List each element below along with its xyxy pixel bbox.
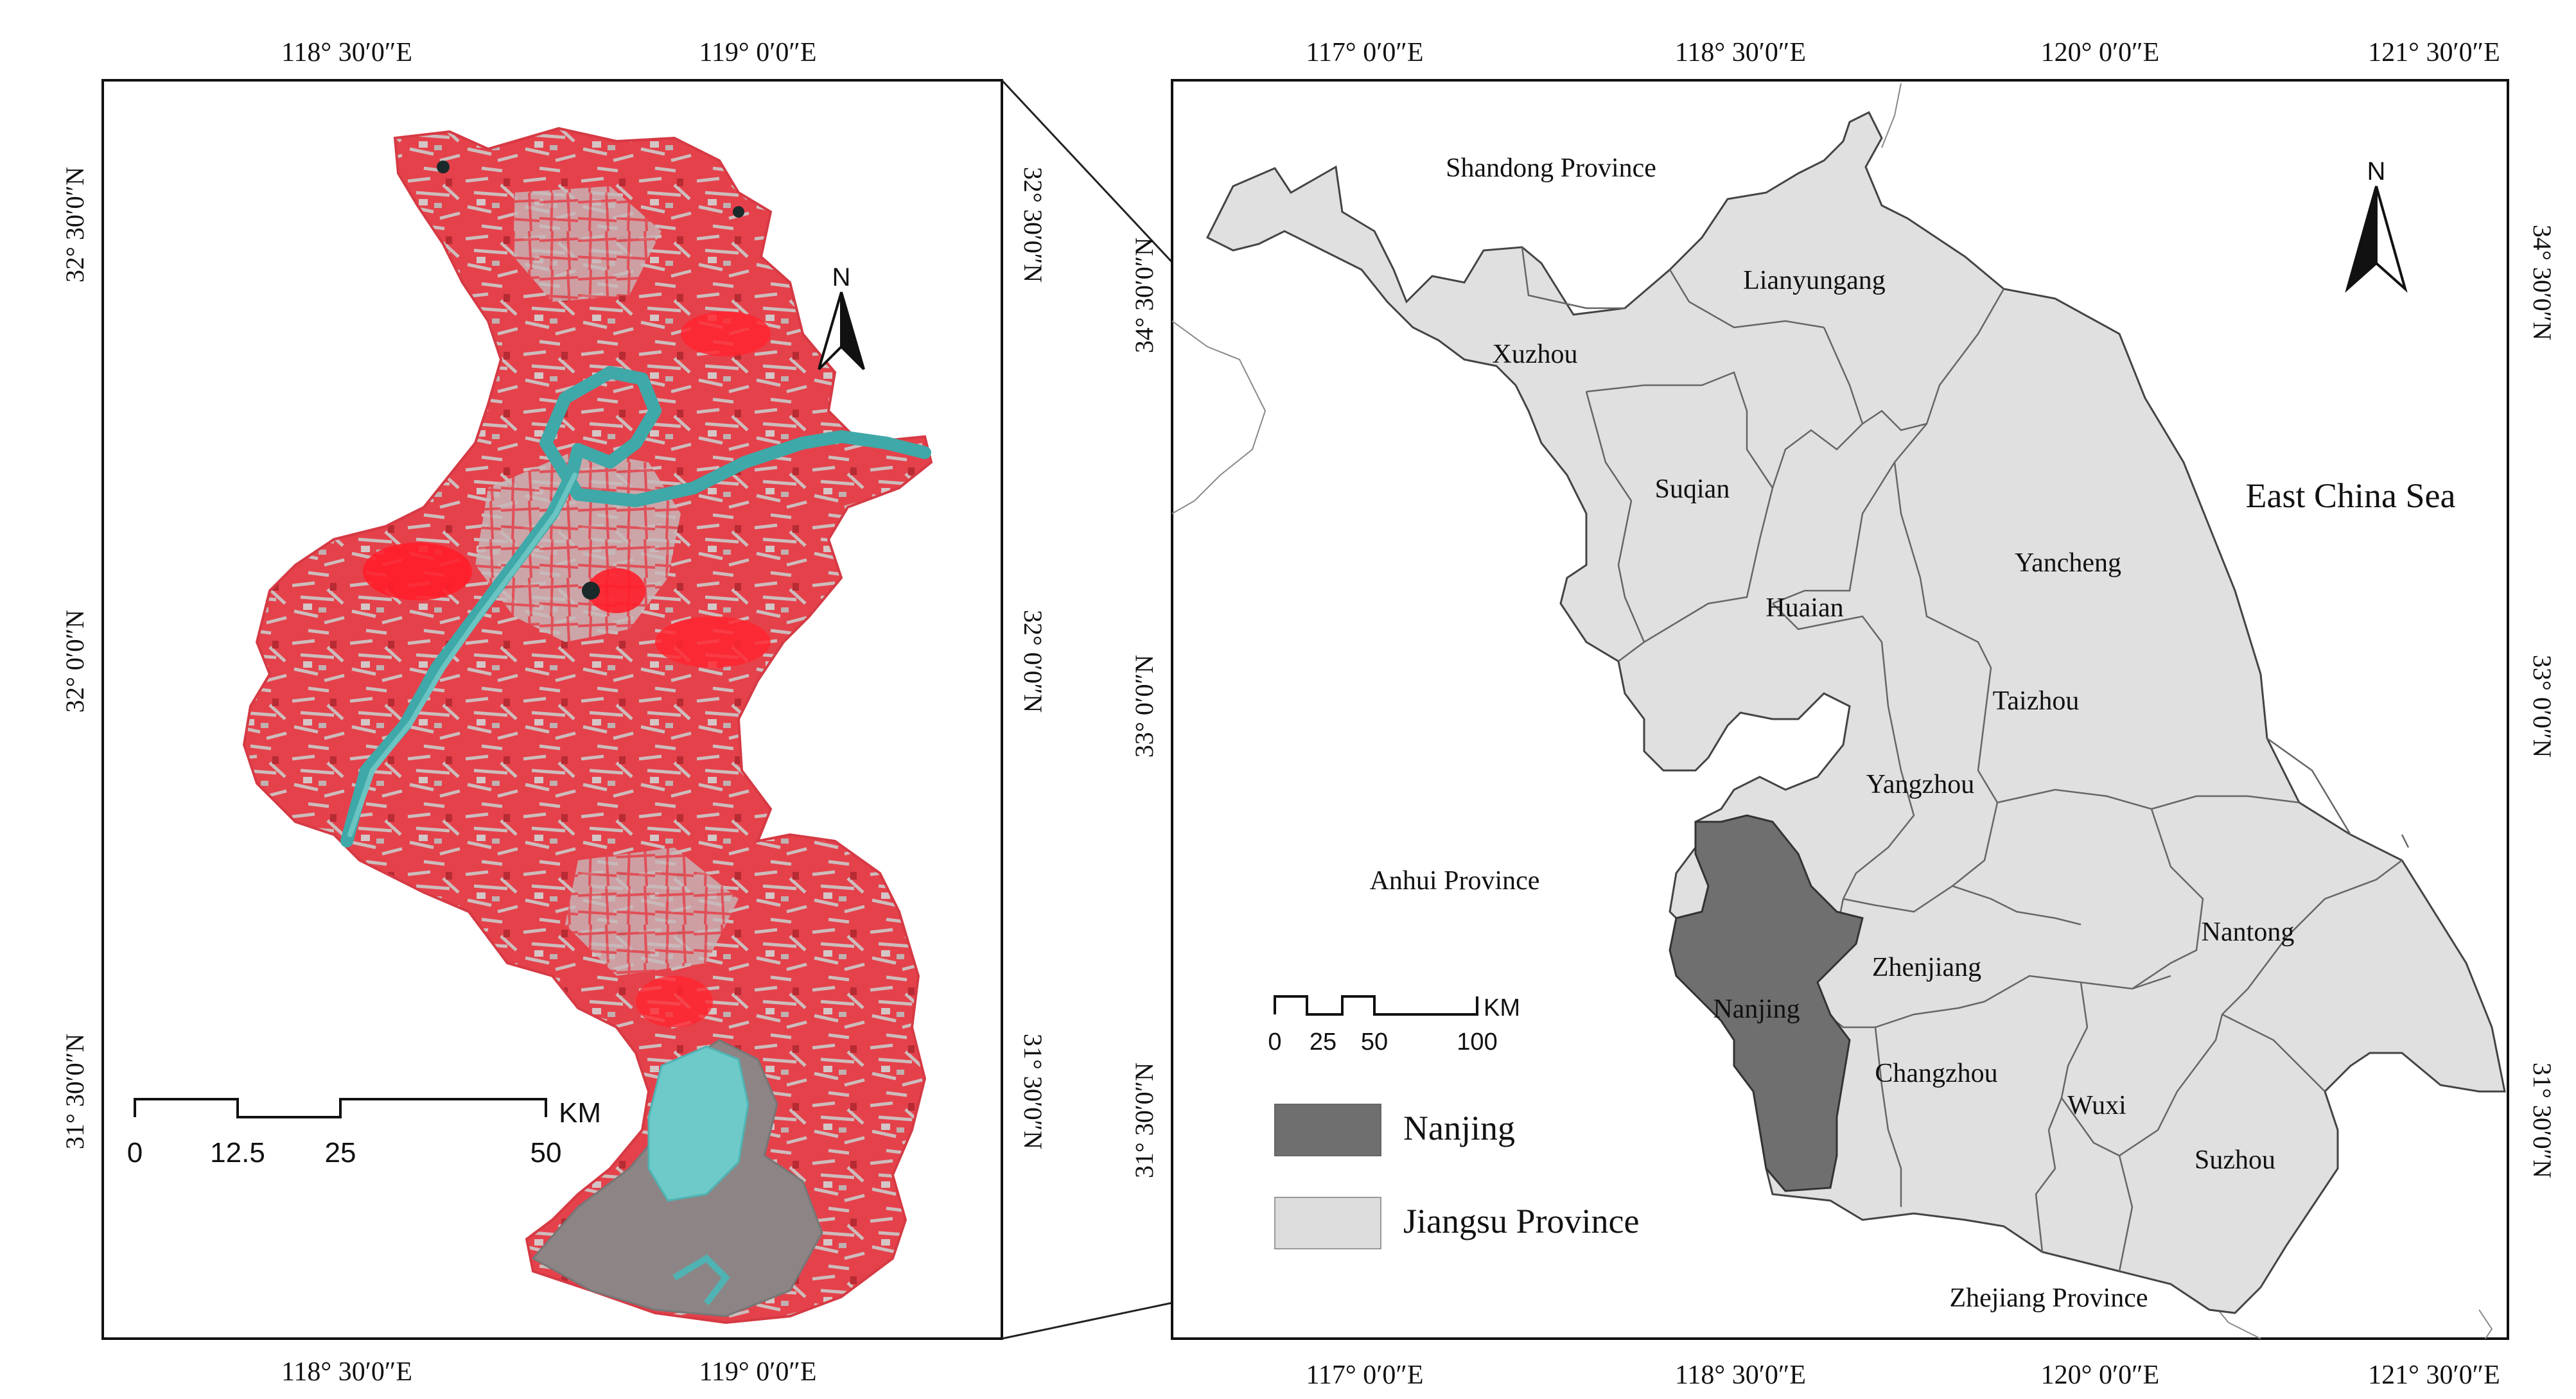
right-scale-tick: 25: [1310, 1029, 1336, 1056]
right-scale-bar: [1274, 995, 1478, 1016]
city-label-wuxi: Wuxi: [2067, 1091, 2126, 1120]
city-label-yancheng: Yancheng: [2015, 548, 2121, 578]
nanjing-region: [1669, 814, 1864, 1192]
region-label-shandong: Shandong Province: [1446, 153, 1656, 183]
neighbor-boundary: [1171, 320, 1266, 514]
neighbor-boundary: [2478, 1309, 2493, 1339]
right-scale-tick: 100: [1457, 1029, 1497, 1056]
left-scale-bar: [134, 1098, 547, 1118]
urban-area-north: [514, 186, 662, 302]
left-lat-label: 32° 30′0″N: [60, 167, 89, 282]
right-lat-label: 31° 30′0″N: [1019, 1034, 1047, 1149]
city-label-yangzhou: Yangzhou: [1866, 770, 1974, 799]
city-label-huaian: Huaian: [1766, 593, 1843, 623]
right-scale-tick: 0: [1268, 1029, 1281, 1056]
lake-channel: [672, 1254, 730, 1305]
city-label-suqian: Suqian: [1655, 474, 1730, 504]
city-label-taizhou: Taizhou: [1993, 686, 2080, 716]
forest-patch: [655, 616, 771, 668]
right-top-lon-label: 117° 0′0″E: [1306, 38, 1423, 67]
left-bottom-lon-label: 118° 30′0″E: [281, 1357, 412, 1387]
neighbor-boundary: [1881, 83, 1902, 148]
right-bottom-lon-label: 120° 0′0″E: [2041, 1360, 2160, 1390]
left-north-arrow: N: [818, 263, 865, 370]
right-scale-tick: 50: [1361, 1029, 1388, 1056]
left-map-panel: 118° 30′0″E 119° 0′0″E 118° 30′0″E 119° …: [60, 38, 1047, 1387]
left-scale-unit: KM: [559, 1097, 601, 1129]
right-lat-label: 32° 0′0″N: [1019, 610, 1047, 713]
city-label-xuzhou: Xuzhou: [1493, 340, 1578, 369]
right-right-lat-label: 33° 0′0″N: [2528, 655, 2557, 758]
jiangsu-province-shape: [1205, 110, 2506, 1314]
water-spot: [437, 161, 450, 173]
legend-label-jiangsu: Jiangsu Province: [1403, 1202, 1639, 1240]
shijiu-lake: [647, 1045, 749, 1202]
city-label-zhenjiang: Zhenjiang: [1872, 953, 1981, 982]
water-spot: [733, 206, 744, 218]
map-legend: Nanjing Jiangsu Province: [1274, 1104, 1639, 1249]
yangtze-river: [340, 366, 931, 847]
north-label: N: [2367, 157, 2386, 186]
left-scale-tick: 12.5: [210, 1137, 265, 1169]
left-lat-label: 31° 30′0″N: [60, 1034, 89, 1149]
left-scale-tick: 0: [127, 1137, 143, 1169]
right-top-lon-label: 120° 0′0″E: [2041, 38, 2160, 67]
legend-swatch-jiangsu: [1274, 1197, 1381, 1249]
scale-bar-line: [1274, 995, 1478, 1016]
left-bottom-lon-label: 119° 0′0″E: [699, 1357, 816, 1387]
north-arrow-icon-dark: [840, 291, 865, 370]
right-right-lat-label: 34° 30′0″N: [2528, 225, 2557, 340]
right-top-lon-label: 118° 30′0″E: [1675, 38, 1806, 67]
left-top-lon-label: 118° 30′0″E: [281, 38, 412, 67]
north-arrow-icon-light: [2375, 186, 2408, 293]
water-spot: [582, 582, 600, 600]
right-scale-unit: KM: [1484, 995, 1520, 1021]
yangtze-river-inner: [347, 473, 577, 837]
right-right-lat-label: 31° 30′0″N: [2528, 1063, 2557, 1178]
region-label-anhui: Anhui Province: [1370, 866, 1540, 896]
left-lat-label: 32° 0′0″N: [60, 610, 89, 713]
city-label-suzhou: Suzhou: [2195, 1145, 2275, 1175]
north-label: N: [832, 263, 851, 291]
scale-bar-line: [134, 1098, 547, 1118]
forest-patch: [588, 568, 645, 613]
city-label-changzhou: Changzhou: [1875, 1059, 1997, 1088]
legend-label-nanjing: Nanjing: [1403, 1109, 1515, 1147]
forest-patch: [681, 311, 771, 356]
right-left-lat-label: 31° 30′0″N: [1130, 1063, 1159, 1178]
right-lat-label: 32° 30′0″N: [1019, 167, 1047, 282]
right-north-arrow: N: [2345, 157, 2408, 293]
left-top-lon-label: 119° 0′0″E: [699, 38, 816, 67]
left-scale-tick: 50: [530, 1137, 562, 1169]
region-label-zhejiang: Zhejiang Province: [1949, 1283, 2148, 1313]
forest-patch: [636, 976, 713, 1027]
city-label-lianyungang: Lianyungang: [1743, 266, 1886, 295]
left-scale-tick: 25: [325, 1137, 356, 1169]
legend-swatch-nanjing: [1274, 1104, 1381, 1156]
region-label-east-china-sea: East China Sea: [2246, 476, 2456, 515]
right-left-lat-label: 34° 30′0″N: [1130, 238, 1159, 353]
right-map-panel: 117° 0′0″E 118° 30′0″E 120° 0′0″E 121° 3…: [1130, 38, 2557, 1390]
right-bottom-lon-label: 117° 0′0″E: [1306, 1360, 1423, 1390]
right-left-lat-label: 33° 0′0″N: [1130, 655, 1159, 758]
city-label-nantong: Nantong: [2202, 917, 2295, 947]
right-top-lon-label: 121° 30′0″E: [2368, 38, 2500, 67]
right-bottom-lon-label: 121° 30′0″E: [2368, 1360, 2500, 1390]
city-label-nanjing: Nanjing: [1713, 995, 1800, 1024]
forest-patch: [363, 543, 472, 600]
nanjing-satellite-image: [242, 126, 933, 1325]
right-bottom-lon-label: 118° 30′0″E: [1675, 1360, 1806, 1390]
urban-area-south: [565, 847, 739, 976]
